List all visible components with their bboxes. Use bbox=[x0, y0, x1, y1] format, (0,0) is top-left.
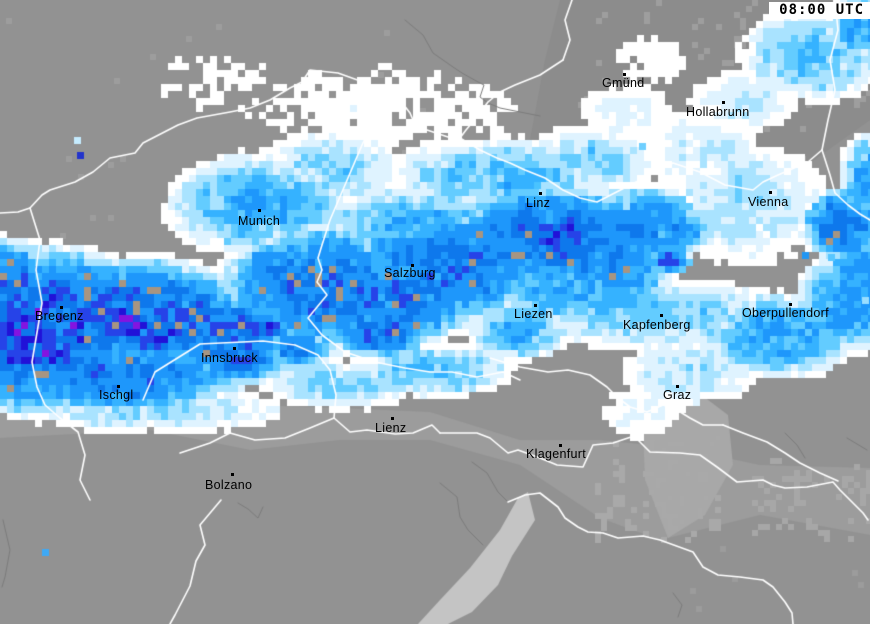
city-label-linz: Linz bbox=[526, 196, 551, 210]
timestamp: 08:00 UTC bbox=[769, 2, 870, 19]
city-dot-kapfenberg bbox=[660, 314, 663, 317]
city-label-graz: Graz bbox=[663, 388, 692, 402]
city-dot-hollabrunn bbox=[722, 101, 725, 104]
city-label-hollabrunn: Hollabrunn bbox=[686, 105, 750, 119]
city-dot-salzburg bbox=[411, 264, 414, 267]
city-label-innsbruck: Innsbruck bbox=[201, 351, 258, 365]
city-label-gm-nd: Gmünd bbox=[602, 76, 645, 90]
city-label-salzburg: Salzburg bbox=[384, 266, 436, 280]
city-dot-vienna bbox=[769, 191, 772, 194]
city-label-oberpullendorf: Oberpullendorf bbox=[742, 306, 829, 320]
city-dot-lienz bbox=[391, 417, 394, 420]
city-dot-bregenz bbox=[60, 306, 63, 309]
city-dot-munich bbox=[258, 209, 261, 212]
city-dot-gm-nd bbox=[623, 73, 626, 76]
city-label-klagenfurt: Klagenfurt bbox=[526, 447, 586, 461]
city-label-ischgl: Ischgl bbox=[99, 388, 134, 402]
city-dot-ischgl bbox=[117, 385, 120, 388]
city-dot-oberpullendorf bbox=[789, 303, 792, 306]
city-dot-graz bbox=[676, 385, 679, 388]
city-dot-innsbruck bbox=[233, 347, 236, 350]
city-dot-liezen bbox=[534, 304, 537, 307]
city-label-bregenz: Bregenz bbox=[35, 309, 84, 323]
city-label-kapfenberg: Kapfenberg bbox=[623, 318, 691, 332]
city-label-liezen: Liezen bbox=[514, 307, 553, 321]
city-dot-klagenfurt bbox=[559, 444, 562, 447]
city-label-lienz: Lienz bbox=[375, 421, 407, 435]
city-dot-linz bbox=[539, 192, 542, 195]
city-dot-bolzano bbox=[231, 473, 234, 476]
city-label-munich: Munich bbox=[238, 214, 281, 228]
city-label-bolzano: Bolzano bbox=[205, 478, 253, 492]
city-label-vienna: Vienna bbox=[748, 195, 789, 209]
